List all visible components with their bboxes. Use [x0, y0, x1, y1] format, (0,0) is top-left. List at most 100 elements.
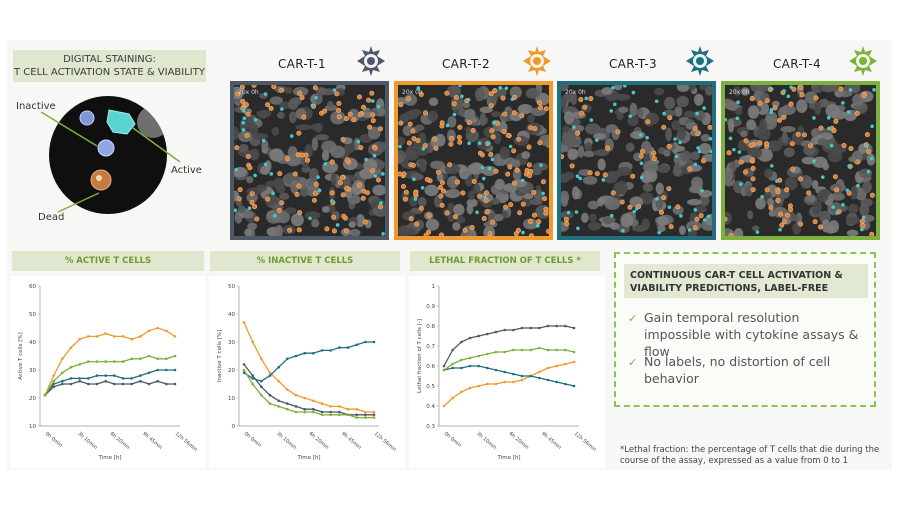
y-tick-label: 0.9: [426, 304, 435, 310]
car-t-4-cell-icon: [849, 46, 877, 76]
data-point: [460, 366, 463, 370]
data-point: [312, 407, 315, 411]
data-point: [477, 384, 480, 388]
data-point: [268, 393, 272, 397]
data-point: [451, 366, 454, 370]
y-tick-label: 1: [432, 284, 436, 290]
data-point: [78, 337, 81, 341]
data-point: [372, 410, 376, 414]
data-point: [512, 328, 515, 332]
chart-lethal-title: LETHAL FRACTION OF T CELLS *: [410, 251, 600, 271]
data-point: [555, 348, 558, 352]
data-point: [69, 365, 73, 369]
y-tick-label: 20: [228, 368, 235, 374]
data-point: [486, 332, 489, 336]
data-point: [364, 413, 367, 417]
data-point: [121, 360, 125, 363]
data-point: [372, 340, 376, 344]
data-point: [165, 368, 168, 372]
data-point: [147, 371, 151, 375]
y-tick-label: 20: [29, 396, 36, 402]
data-point: [165, 357, 168, 361]
data-point: [78, 377, 81, 380]
x-tick-label: 12h 56min: [174, 431, 198, 453]
data-point: [156, 368, 159, 372]
data-point: [538, 376, 541, 380]
data-point: [364, 410, 367, 414]
data-point: [294, 354, 298, 358]
y-axis-label: Inactive T cells [%]: [217, 330, 223, 382]
tile-stamp: 20x 0h: [565, 89, 586, 96]
series-line-car-t-3: [443, 365, 575, 387]
data-point: [529, 348, 532, 352]
data-point: [329, 413, 332, 417]
data-point: [564, 348, 567, 352]
data-point: [95, 360, 99, 363]
data-point: [564, 382, 567, 386]
digital-staining-title: DIGITAL STAINING: T CELL ACTIVATION STAT…: [13, 50, 206, 82]
x-tick-label: 9h 45min: [340, 431, 362, 451]
data-point: [512, 348, 515, 352]
data-point: [286, 357, 289, 361]
data-point: [43, 393, 47, 397]
active-label: Active: [171, 165, 202, 176]
car-t-2-cell-icon: [523, 46, 551, 76]
data-point: [113, 335, 116, 338]
data-point: [104, 360, 107, 363]
x-tick-label: 0h 0min: [44, 431, 64, 449]
y-axis-label: Lethal fraction of T cells [-]: [417, 319, 423, 393]
data-point: [251, 340, 254, 344]
series-line-car-t-4: [443, 347, 575, 371]
data-point: [242, 321, 246, 324]
chart-active-title: % ACTIVE T CELLS: [12, 251, 204, 271]
car-t-1-title: CAR-T-1: [278, 57, 326, 71]
data-point: [355, 343, 358, 347]
digital-staining-title-line1: DIGITAL STAINING:: [63, 54, 156, 65]
data-point: [104, 379, 107, 383]
data-point: [251, 382, 254, 386]
car-t-2-image: 20x 0h: [394, 81, 553, 240]
data-point: [329, 405, 332, 408]
data-point: [364, 416, 367, 419]
data-point: [95, 374, 99, 377]
data-point: [503, 380, 506, 384]
data-point: [113, 360, 116, 363]
microscopy-texture: 20x 0h: [561, 85, 712, 236]
data-point: [251, 377, 254, 380]
data-point: [78, 363, 81, 366]
x-tick-label: 6h 20min: [308, 431, 330, 451]
x-tick-label: 3h 10min: [275, 431, 297, 451]
data-point: [460, 358, 463, 362]
data-point: [494, 350, 498, 354]
data-point: [286, 407, 289, 411]
data-point: [442, 368, 446, 372]
data-point: [260, 379, 263, 383]
x-tick-label: 0h 0min: [443, 431, 463, 449]
data-point: [61, 382, 64, 386]
y-tick-label: 0.6: [426, 364, 435, 370]
data-point: [503, 328, 506, 332]
data-point: [477, 354, 480, 358]
x-tick-label: 6h 20min: [508, 431, 530, 451]
data-point: [268, 374, 272, 377]
data-point: [442, 404, 446, 408]
data-point: [104, 332, 107, 335]
data-point: [338, 410, 341, 414]
check-icon: ✓: [628, 356, 638, 369]
data-point: [477, 334, 480, 338]
data-point: [147, 354, 151, 358]
data-point: [130, 377, 133, 380]
data-point: [320, 349, 324, 352]
data-point: [87, 382, 90, 386]
data-point: [139, 335, 142, 338]
data-point: [156, 326, 159, 330]
x-axis-label: Time [h]: [497, 455, 521, 461]
data-point: [520, 378, 524, 382]
series-line-car-t-2: [44, 327, 176, 396]
data-point: [303, 410, 306, 414]
x-axis-label: Time [h]: [98, 455, 122, 461]
data-point: [156, 379, 159, 383]
data-point: [329, 349, 332, 352]
car-t-3-cell-icon: [686, 46, 714, 76]
